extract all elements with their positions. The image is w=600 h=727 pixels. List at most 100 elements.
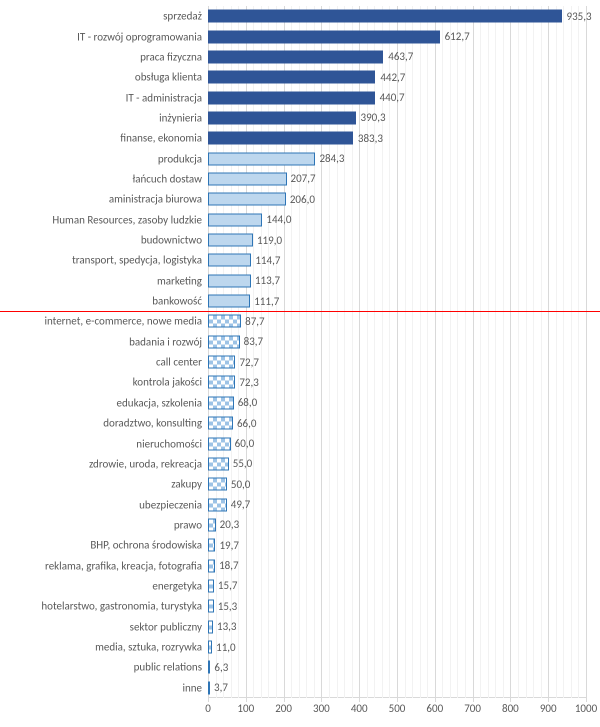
category-label: energetyka (152, 579, 208, 592)
bar: 207,7 (208, 172, 287, 185)
value-label: 6,3 (209, 661, 228, 674)
category-label: praca fizyczna (140, 50, 208, 63)
value-label: 72,3 (234, 376, 258, 389)
value-label: 390,3 (356, 111, 386, 124)
bar: 463,7 (208, 50, 383, 63)
gridline-major (586, 6, 587, 698)
bar: 15,3 (208, 600, 214, 613)
bar: 72,7 (208, 356, 235, 369)
value-label: 440,7 (375, 91, 405, 104)
chart-row: edukacja, szkolenia68,0 (208, 393, 586, 413)
category-label: nieruchomości (136, 437, 208, 450)
category-label: hotelarstwo, gastronomia, turystyka (41, 600, 208, 613)
value-label: 18,7 (214, 559, 238, 572)
category-label: zdrowie, uroda, rekreacja (89, 457, 208, 470)
chart-row: kontrola jakości72,3 (208, 372, 586, 392)
category-label: edukacja, szkolenia (117, 396, 208, 409)
x-tick-label: 300 (313, 698, 330, 715)
bar: 18,7 (208, 559, 215, 572)
category-label: IT - administracja (126, 91, 208, 104)
value-label: 66,0 (232, 417, 256, 430)
category-label: marketing (157, 274, 208, 287)
chart-row: internet, e-commerce, nowe media87,7 (208, 311, 586, 331)
value-label: 113,7 (250, 274, 280, 287)
category-label: doradztwo, konsulting (103, 417, 208, 430)
bar: 55,0 (208, 457, 229, 470)
chart-row: doradztwo, konsulting66,0 (208, 413, 586, 433)
category-label: Human Resources, zasoby ludzkie (52, 213, 208, 226)
chart-row: marketing113,7 (208, 271, 586, 291)
category-label: media, sztuka, rozrywka (95, 641, 208, 654)
chart-row: IT - administracja440,7 (208, 87, 586, 107)
bar: 68,0 (208, 396, 234, 409)
category-label: kontrola jakości (133, 376, 208, 389)
category-label: finanse, ekonomia (120, 132, 208, 145)
chart-row: inżynieria390,3 (208, 108, 586, 128)
value-label: 20,3 (215, 518, 239, 531)
x-tick-label: 900 (540, 698, 557, 715)
bar: 50,0 (208, 478, 227, 491)
value-label: 15,3 (213, 600, 237, 613)
category-label: badania i rozwój (129, 335, 208, 348)
bar: 83,7 (208, 335, 240, 348)
bar: 87,7 (208, 315, 241, 328)
value-label: 68,0 (233, 396, 257, 409)
bar: 49,7 (208, 498, 227, 511)
chart-row: public relations6,3 (208, 657, 586, 677)
bar: 6,3 (208, 661, 210, 674)
category-label: łańcuch dostaw (133, 172, 209, 185)
x-tick-label: 100 (237, 698, 254, 715)
x-tick-label: 700 (464, 698, 481, 715)
category-label: zakupy (171, 478, 208, 491)
chart-row: łańcuch dostaw207,7 (208, 169, 586, 189)
value-label: 87,7 (240, 315, 264, 328)
category-label: produkcja (158, 152, 208, 165)
x-tick-label: 800 (502, 698, 519, 715)
category-label: public relations (134, 661, 208, 674)
chart-row: zdrowie, uroda, rekreacja55,0 (208, 454, 586, 474)
bar: 111,7 (208, 295, 250, 308)
category-label: transport, spedycja, logistyka (72, 254, 208, 267)
chart-row: inne3,7 (208, 678, 586, 698)
chart-row: BHP, ochrona środowiska19,7 (208, 535, 586, 555)
value-label: 50,0 (226, 478, 250, 491)
chart-row: media, sztuka, rozrywka11,0 (208, 637, 586, 657)
x-tick-label: 400 (351, 698, 368, 715)
category-label: sprzedaż (163, 10, 208, 23)
chart-row: ubezpieczenia49,7 (208, 494, 586, 514)
value-label: 11,0 (211, 641, 235, 654)
chart-row: praca fizyczna463,7 (208, 47, 586, 67)
value-label: 111,7 (249, 295, 279, 308)
bar: 60,0 (208, 437, 231, 450)
chart-row: badania i rozwój83,7 (208, 332, 586, 352)
x-tick-label: 200 (275, 698, 292, 715)
bar: 3,7 (208, 681, 210, 694)
x-tick-label: 0 (205, 698, 211, 715)
bar: 935,3 (208, 10, 562, 23)
bar: 612,7 (208, 30, 440, 43)
plot-area: 01002003004005006007008009001000sprzedaż… (208, 6, 586, 698)
value-label: 60,0 (230, 437, 254, 450)
bar: 390,3 (208, 111, 356, 124)
chart-row: reklama, grafika, kreacja, fotografia18,… (208, 555, 586, 575)
chart-row: budownictwo119,0 (208, 230, 586, 250)
value-label: 72,7 (234, 356, 258, 369)
bar: 383,3 (208, 132, 353, 145)
bar: 440,7 (208, 91, 375, 104)
chart-row: hotelarstwo, gastronomia, turystyka15,3 (208, 596, 586, 616)
chart-row: sprzedaż935,3 (208, 6, 586, 26)
category-label: IT - rozwój oprogramowania (77, 30, 208, 43)
chart-row: aministracja biurowa206,0 (208, 189, 586, 209)
value-label: 15,7 (213, 579, 237, 592)
value-label: 442,7 (375, 71, 405, 84)
chart-row: energetyka15,7 (208, 576, 586, 596)
value-label: 206,0 (285, 193, 315, 206)
category-label: obsługa klienta (135, 71, 208, 84)
bar: 19,7 (208, 539, 215, 552)
bar: 284,3 (208, 152, 315, 165)
category-label: prawo (174, 518, 208, 531)
bar: 114,7 (208, 254, 251, 267)
bar-chart: 01002003004005006007008009001000sprzedaż… (0, 0, 600, 727)
bar: 144,0 (208, 213, 262, 226)
category-label: aministracja biurowa (109, 193, 208, 206)
